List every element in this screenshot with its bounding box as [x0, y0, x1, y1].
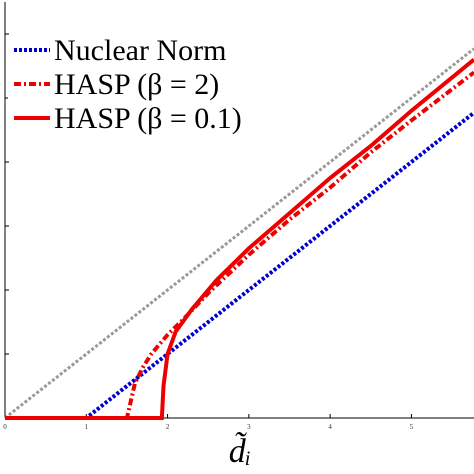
x-tick-label: 5	[410, 423, 414, 431]
x-tick-label: 4	[328, 423, 332, 431]
series-line	[5, 58, 474, 420]
legend-label: Nuclear Norm	[54, 34, 226, 67]
x-tick-label: 0	[3, 423, 7, 431]
x-tick-label: 1	[85, 423, 89, 431]
legend-label: HASP (β = 2)	[54, 68, 219, 101]
x-axis-label: d̃ᵢ	[229, 431, 251, 470]
series-line	[4, 47, 474, 420]
x-tick-label: 3	[247, 423, 251, 431]
legend-box	[8, 36, 308, 138]
legend-label: HASP (β = 0.1)	[54, 102, 242, 135]
x-tick-label: 2	[166, 423, 170, 431]
